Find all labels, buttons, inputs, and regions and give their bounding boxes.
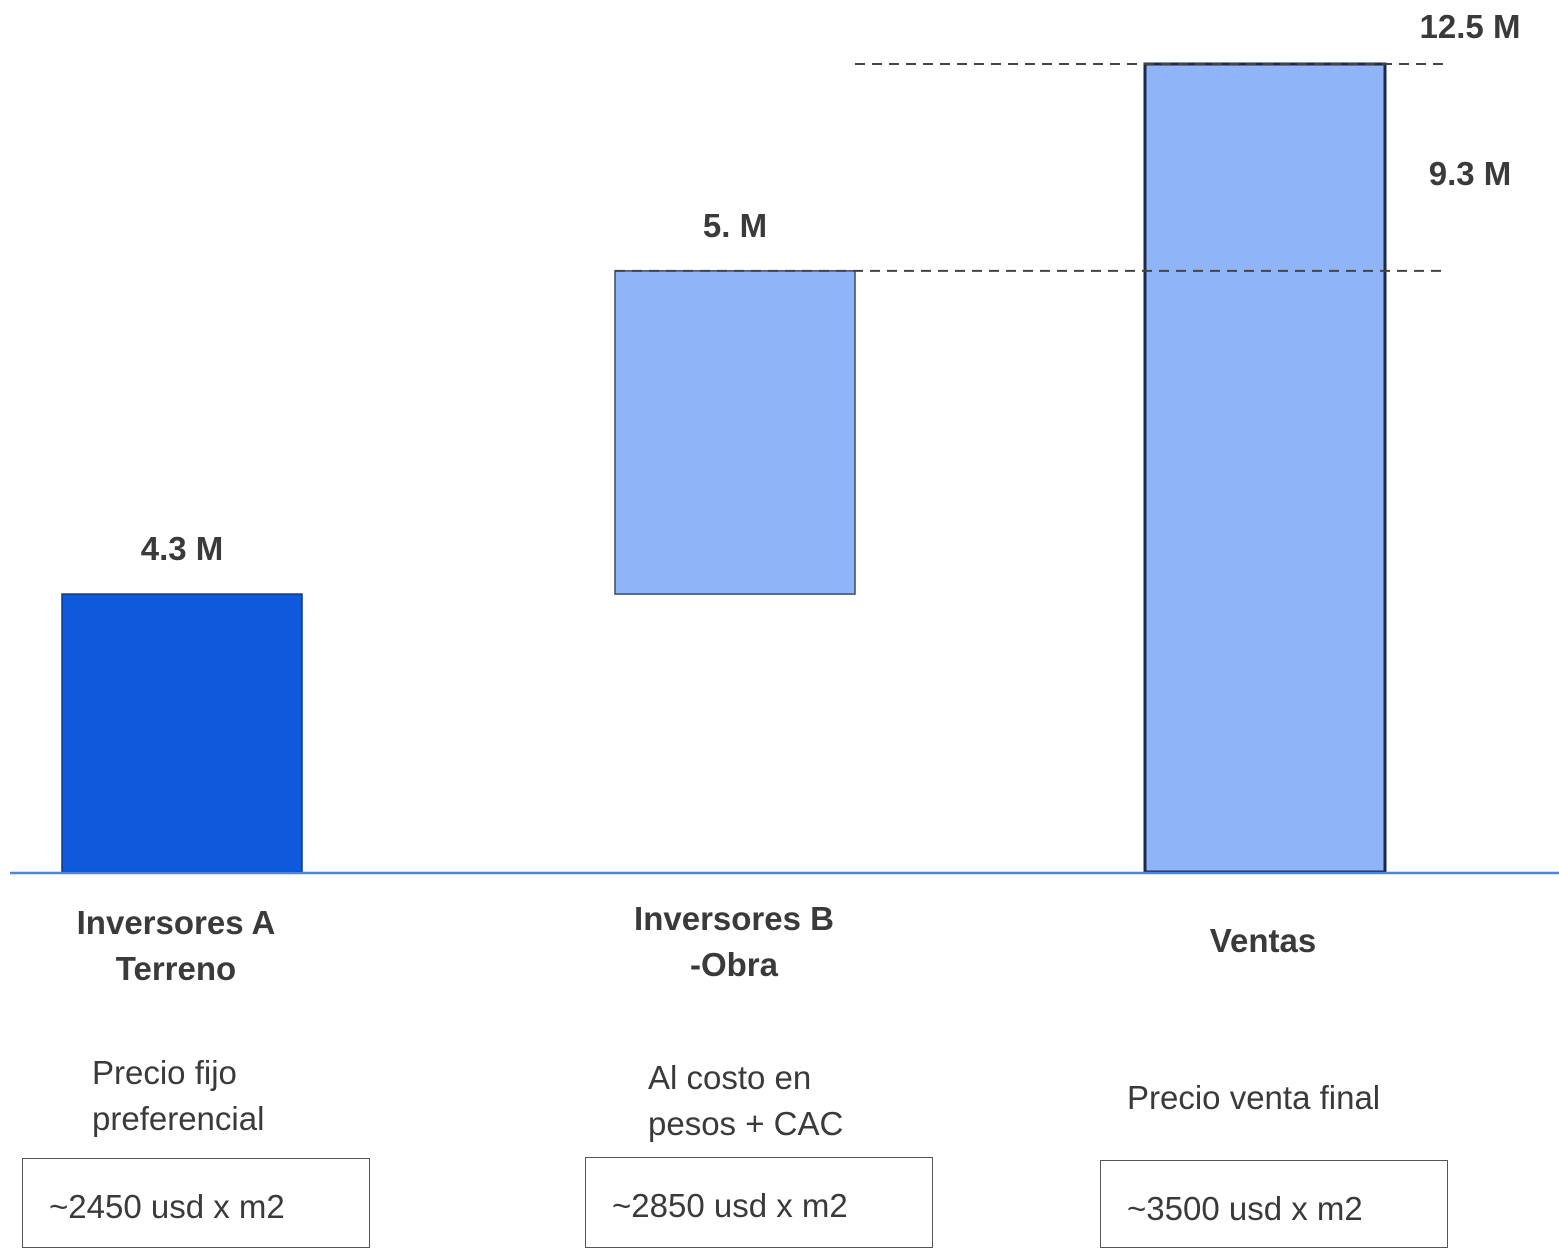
category-label: Inversores B -Obra: [634, 900, 834, 983]
bar-3: [1143, 62, 1387, 874]
price-per-m2-box: ~3500 usd x m2: [1100, 1160, 1448, 1248]
price-per-m2-box: ~2450 usd x m2: [22, 1158, 370, 1248]
pricing-note: Precio venta final: [1127, 1079, 1381, 1116]
reference-label: 12.5 M: [1420, 8, 1521, 45]
category-label: Inversores A Terreno: [76, 904, 276, 987]
pricing-note: Al costo en pesos + CAC: [648, 1059, 844, 1142]
price-per-m2-box: ~2850 usd x m2: [585, 1157, 933, 1248]
reference-label: 9.3 M: [1429, 155, 1512, 192]
bar-2: [614, 270, 856, 595]
bar-value-label: 4.3 M: [141, 530, 224, 567]
category-label: Ventas: [1209, 922, 1317, 959]
bar-1: [61, 593, 303, 873]
pricing-note: Precio fijo preferencial: [92, 1054, 265, 1137]
bar-value-label: 5. M: [703, 207, 767, 244]
